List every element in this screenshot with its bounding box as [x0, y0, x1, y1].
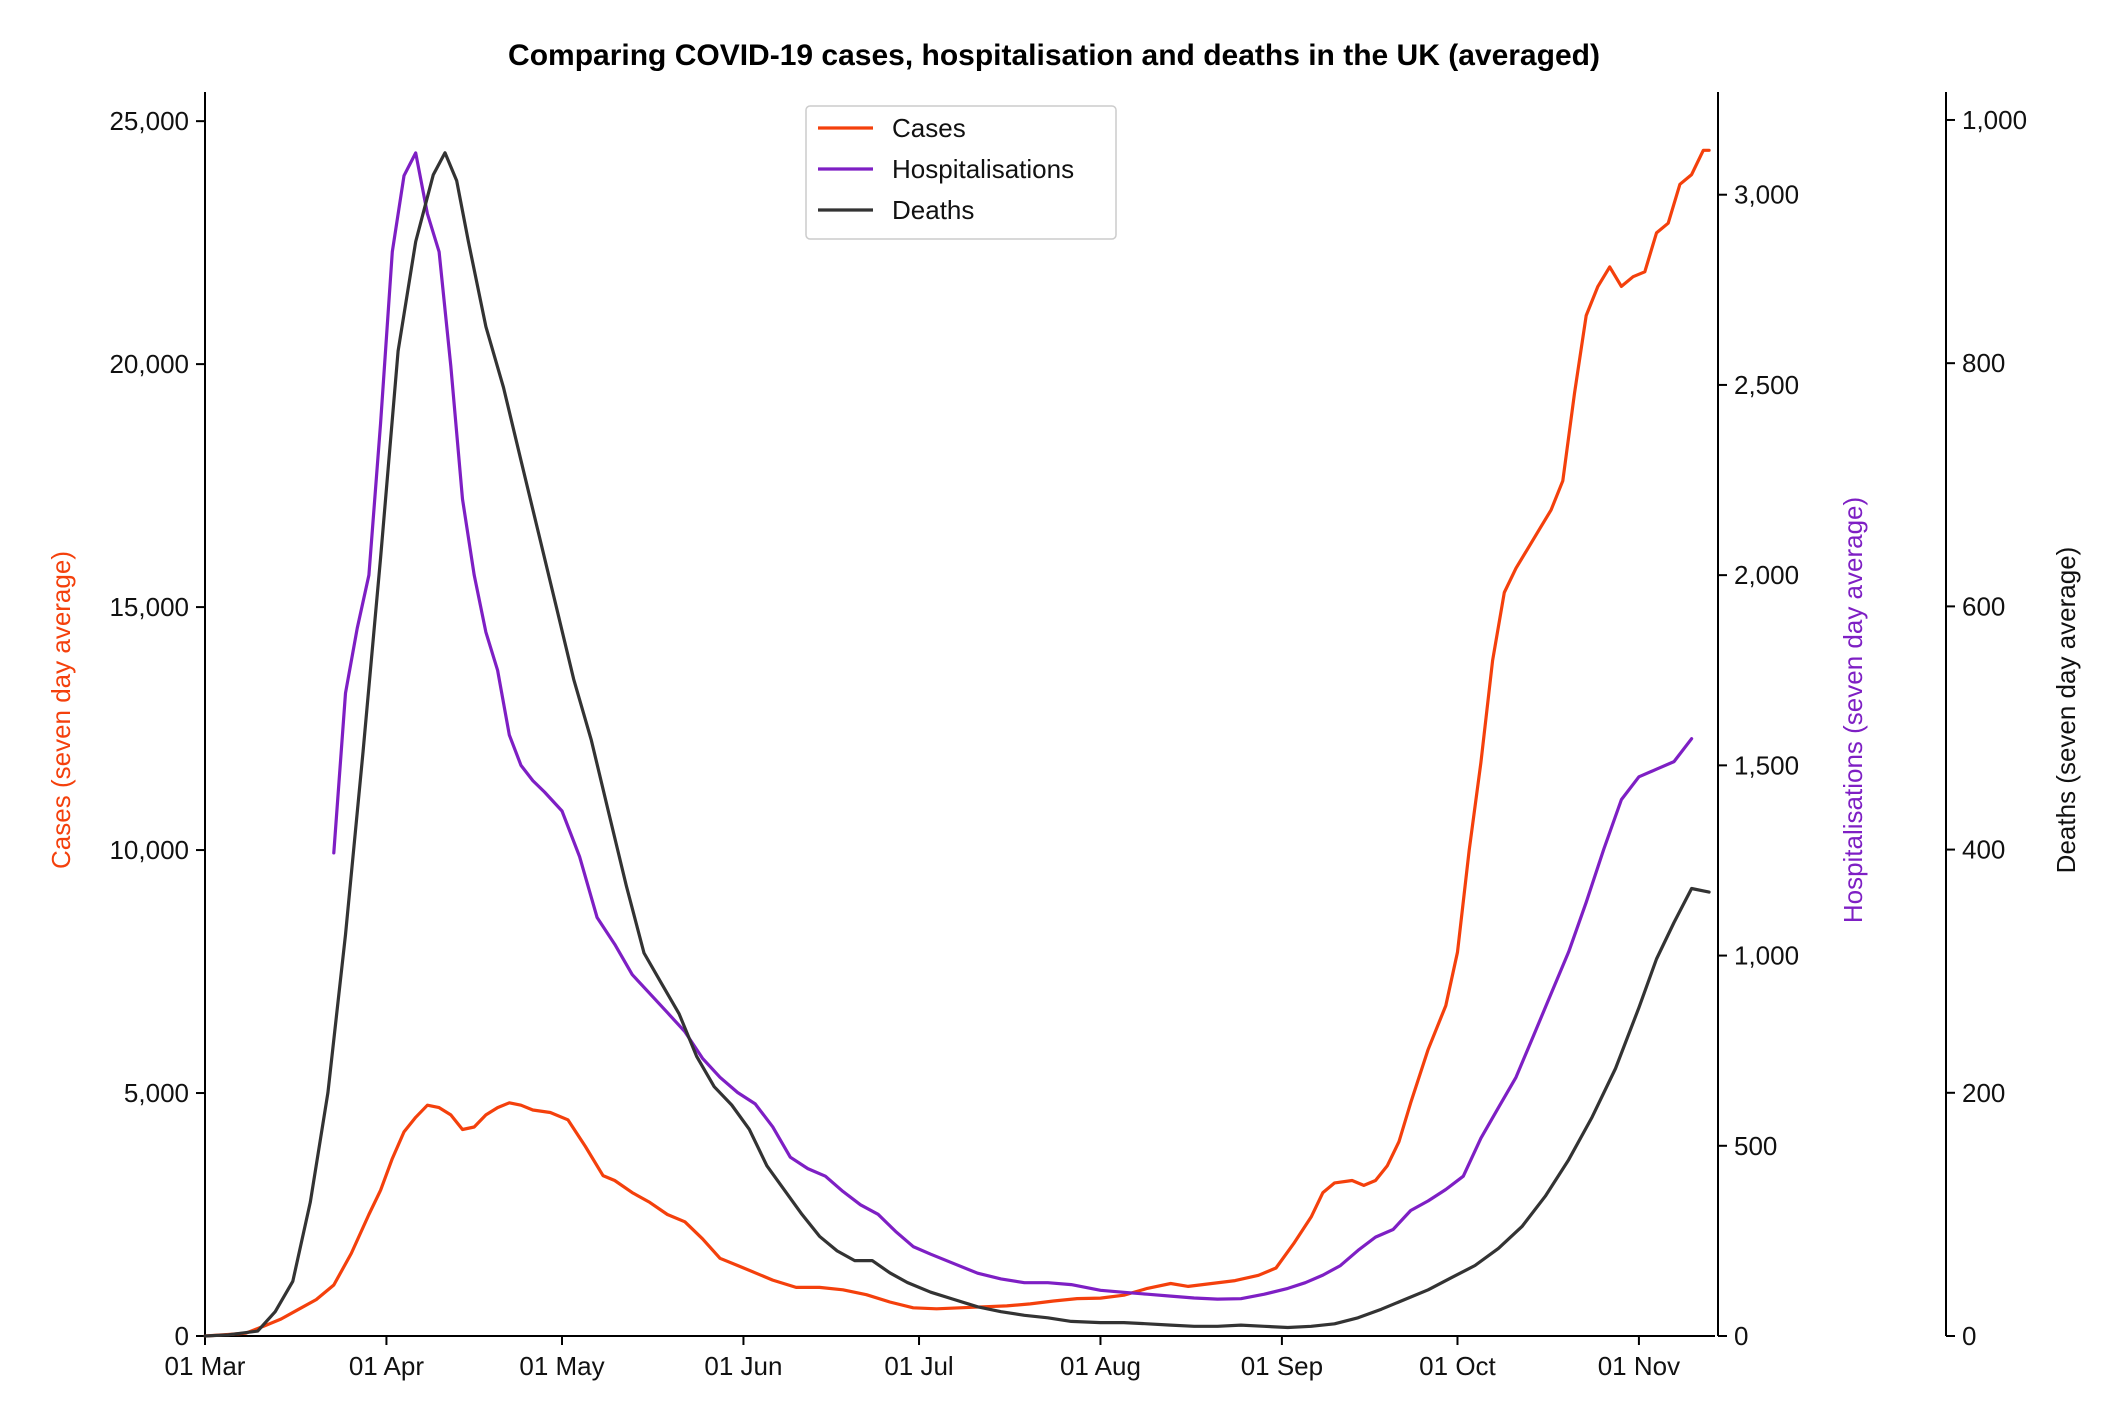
legend-label-deaths: Deaths	[892, 195, 974, 225]
deaths-tick-label: 400	[1962, 835, 2005, 865]
hospitalisations-tick-label: 500	[1734, 1131, 1777, 1161]
hospitalisations-tick-label: 1,500	[1734, 750, 1799, 780]
cases-tick-label: 5,000	[124, 1078, 189, 1108]
cases-tick-label: 0	[175, 1321, 189, 1351]
axes: 01 Mar 01 Apr 01 May 01 Jun 01 Jul 01 Aug 01 S…	[46, 92, 2081, 1381]
series-line-deaths	[203, 151, 1711, 1338]
hospitalisations-tick-label: 2,500	[1734, 370, 1799, 400]
deaths-tick-label: 1,000	[1962, 105, 2027, 135]
legend-label-hospitalisations: Hospitalisations	[892, 154, 1074, 184]
series-line-hospitalisations	[332, 151, 1694, 1301]
deaths-tick-label: 0	[1962, 1321, 1976, 1351]
cases-tick-label: 20,000	[109, 349, 189, 379]
legend-label-cases: Cases	[892, 113, 966, 143]
legend: Cases Hospitalisations Deaths	[805, 105, 1117, 240]
hospitalisations-tick-label: 1,000	[1734, 941, 1799, 971]
x-tick-label: 01 Nov	[1598, 1351, 1680, 1381]
hospitalisations-axis-label: Hospitalisations (seven day average)	[1838, 497, 1868, 923]
x-tick-label: 01 Mar	[165, 1351, 246, 1381]
deaths-tick-label: 800	[1962, 348, 2005, 378]
x-tick-label: 01 Aug	[1060, 1351, 1141, 1381]
hospitalisations-tick-label: 2,000	[1734, 560, 1799, 590]
cases-tick-label: 10,000	[109, 835, 189, 865]
deaths-tick-label: 200	[1962, 1078, 2005, 1108]
hospitalisations-tick-label: 3,000	[1734, 180, 1799, 210]
x-tick-label: 01 Jun	[704, 1351, 782, 1381]
deaths-tick-label: 600	[1962, 591, 2005, 621]
cases-axis-label: Cases (seven day average)	[46, 551, 76, 869]
x-tick-label: 01 Oct	[1419, 1351, 1496, 1381]
x-tick-label: 01 Apr	[349, 1351, 425, 1381]
cases-tick-label: 15,000	[109, 592, 189, 622]
series-line-cases	[203, 148, 1711, 1338]
x-tick-label: 01 Sep	[1241, 1351, 1323, 1381]
x-tick-label: 01 May	[519, 1351, 604, 1381]
chart-title: Comparing COVID-19 cases, hospitalisatio…	[508, 39, 1600, 72]
x-tick-label: 01 Jul	[884, 1351, 953, 1381]
cases-tick-label: 25,000	[109, 106, 189, 136]
deaths-axis-label: Deaths (seven day average)	[2051, 547, 2081, 874]
hospitalisations-tick-label: 0	[1734, 1321, 1748, 1351]
legend-box	[805, 105, 1117, 240]
series-lines	[203, 148, 1711, 1338]
